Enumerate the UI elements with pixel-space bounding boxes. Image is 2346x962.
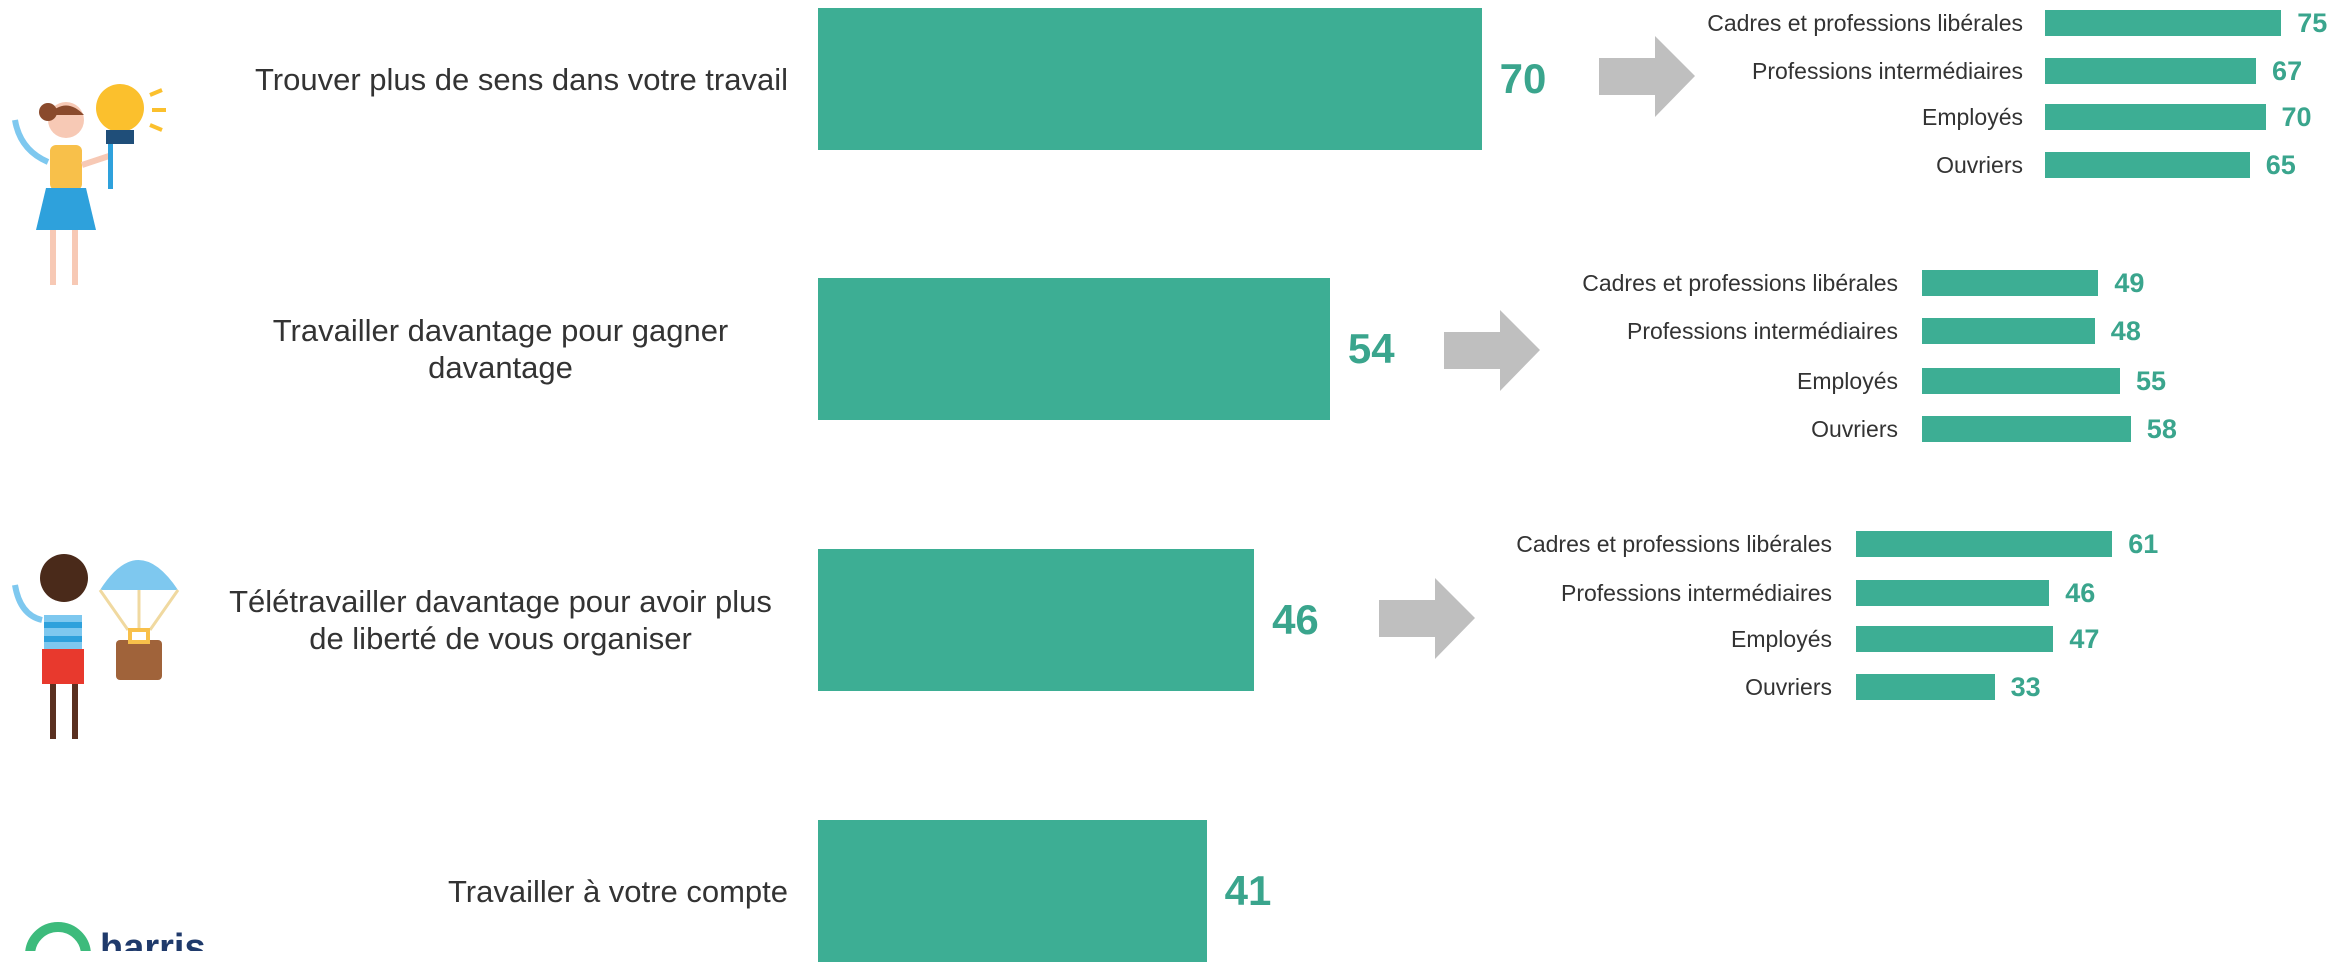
category-label: Travailler à votre compte <box>100 820 788 962</box>
sub-bar <box>1856 626 2054 652</box>
sub-bar <box>1922 270 2099 296</box>
sub-value-label: 67 <box>2272 55 2303 86</box>
bar <box>818 278 1330 420</box>
logo-text: harris <box>100 927 206 951</box>
sub-bar <box>2045 10 2282 36</box>
sub-value-label: 46 <box>2065 577 2096 608</box>
category-label: Trouver plus de sens dans votre travail <box>100 8 788 150</box>
sub-category-label: Employés <box>1731 625 1832 652</box>
sub-bar <box>1922 318 2095 344</box>
sub-value-label: 49 <box>2114 267 2145 298</box>
sub-value-label: 55 <box>2136 365 2167 396</box>
sub-value-label: 70 <box>2281 101 2312 132</box>
sub-bar <box>2045 152 2250 178</box>
sub-category-label: Cadres et professions libérales <box>1707 9 2023 36</box>
arrow <box>1444 310 1540 391</box>
sub-category-label: Cadres et professions libérales <box>1516 530 1832 557</box>
sub-category-label: Employés <box>1922 103 2023 130</box>
sub-category-label: Ouvriers <box>1745 673 1832 700</box>
logo-mark <box>25 922 91 951</box>
sub-bar <box>1922 416 2131 442</box>
bar <box>818 820 1207 962</box>
label-text: Travailler à votre compte <box>448 873 788 909</box>
icon-person-idea <box>12 84 166 285</box>
label-text: Travailler davantage pour gagner davanta… <box>272 313 729 385</box>
value-label: 46 <box>1272 596 1319 643</box>
sub-value-label: 47 <box>2069 623 2100 654</box>
sub-value-label: 61 <box>2128 528 2159 559</box>
bar <box>818 8 1482 150</box>
sub-bar <box>1922 368 2120 394</box>
sub-bar <box>1856 531 2113 557</box>
value-label: 70 <box>1499 55 1547 102</box>
icon-person-parachute <box>12 554 180 739</box>
sub-value-label: 75 <box>2297 7 2328 38</box>
sub-value-label: 58 <box>2146 413 2177 444</box>
sub-category-label: Professions intermédiaires <box>1560 579 1832 606</box>
sub-category-label: Ouvriers <box>1936 151 2023 178</box>
value-label: 54 <box>1347 325 1395 372</box>
label-text: Trouver plus de sens dans votre travail <box>255 61 788 97</box>
sub-bar <box>1856 580 2050 606</box>
value-label: 41 <box>1224 867 1272 914</box>
sub-value-label: 33 <box>2010 671 2041 702</box>
sub-value-label: 48 <box>2110 315 2141 346</box>
sub-value-label: 65 <box>2265 149 2296 180</box>
sub-bar <box>2045 104 2266 130</box>
sub-category-label: Professions intermédiaires <box>1626 317 1898 344</box>
arrow <box>1379 578 1475 659</box>
sub-category-label: Professions intermédiaires <box>1751 57 2023 84</box>
label-text: Télétravailler davantage pour avoir plus… <box>229 584 772 656</box>
sub-category-label: Cadres et professions libérales <box>1582 269 1898 296</box>
arrow <box>1599 36 1695 117</box>
category-label: Travailler davantage pour gagner davanta… <box>100 278 788 420</box>
sub-category-label: Employés <box>1797 367 1898 394</box>
sub-category-label: Ouvriers <box>1811 415 1898 442</box>
sub-bar <box>1856 674 1995 700</box>
bar <box>818 549 1255 691</box>
sub-bar <box>2045 58 2257 84</box>
category-label: Télétravailler davantage pour avoir plus… <box>100 549 788 691</box>
